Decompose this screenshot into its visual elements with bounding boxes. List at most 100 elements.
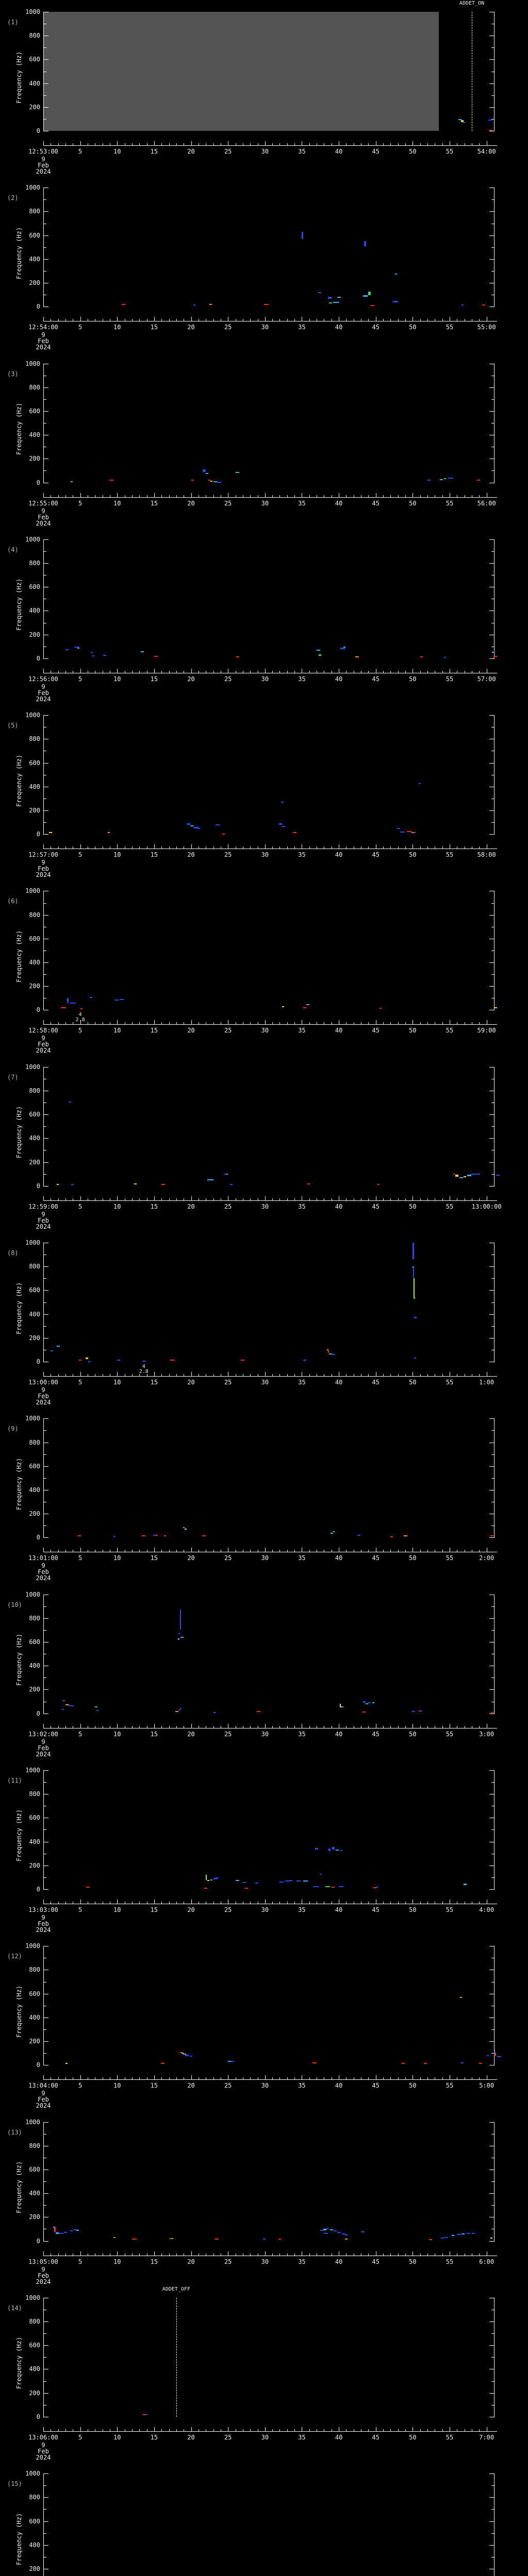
y-tick bbox=[44, 2041, 48, 2042]
detection-point bbox=[230, 1184, 233, 1185]
detection-point bbox=[339, 1704, 341, 1708]
x-tick bbox=[442, 1550, 443, 1552]
x-tick bbox=[272, 846, 273, 849]
x-tick-label: 15 bbox=[150, 1554, 158, 1562]
detection-point bbox=[186, 823, 191, 825]
x-tick bbox=[390, 1022, 391, 1025]
x-tick-label: 30 bbox=[261, 675, 269, 683]
x-tick bbox=[368, 2253, 369, 2256]
detection-point bbox=[121, 303, 126, 305]
date-label: 9 bbox=[41, 1562, 45, 1570]
detection-point bbox=[355, 656, 359, 658]
detection-point bbox=[56, 1346, 60, 1347]
detection-point bbox=[70, 2230, 73, 2231]
x-tick bbox=[479, 2253, 480, 2256]
y-tick-label: 0 bbox=[36, 1709, 40, 1717]
x-tick bbox=[139, 2077, 140, 2080]
x-tick-label: 25 bbox=[224, 1730, 232, 1738]
x-tick-label: 45 bbox=[372, 1027, 380, 1035]
detection-point bbox=[448, 478, 454, 479]
detection-point bbox=[61, 1007, 67, 1009]
y-tick bbox=[44, 118, 46, 120]
x-tick bbox=[309, 1725, 310, 1728]
x-tick bbox=[250, 2253, 251, 2256]
detection-point bbox=[180, 2052, 183, 2053]
x-tick bbox=[43, 493, 44, 497]
detection-point bbox=[183, 1527, 185, 1528]
x-tick bbox=[309, 2429, 310, 2431]
x-tick bbox=[176, 2077, 177, 2080]
detection-point bbox=[357, 1535, 360, 1536]
y-tick-label: 1000 bbox=[25, 1063, 40, 1071]
x-tick bbox=[265, 317, 266, 321]
x-tick bbox=[412, 2427, 414, 2431]
y-axis-title: Frequency (Hz) bbox=[15, 402, 23, 455]
detection-point bbox=[69, 1705, 74, 1706]
x-tick-label: 50 bbox=[409, 1554, 417, 1562]
x-tick-label: 20 bbox=[187, 1202, 195, 1210]
y-axis-left bbox=[43, 2297, 44, 2417]
y-tick-label: 800 bbox=[29, 1438, 40, 1446]
x-tick-label: 45 bbox=[372, 1379, 380, 1386]
x-tick-label: 35 bbox=[298, 2433, 306, 2441]
x-tick bbox=[43, 1723, 44, 1728]
x-tick-label: 20 bbox=[187, 2082, 195, 2090]
detection-point bbox=[236, 656, 239, 658]
x-end-label: 5:00 bbox=[479, 2082, 494, 2090]
date-label: Feb bbox=[38, 337, 49, 345]
x-tick bbox=[479, 2429, 480, 2431]
detection-point bbox=[414, 1317, 417, 1318]
x-tick bbox=[154, 317, 155, 321]
x-tick bbox=[479, 495, 480, 497]
y-tick bbox=[489, 834, 494, 835]
x-tick bbox=[383, 670, 384, 673]
y-tick bbox=[44, 2122, 48, 2123]
x-tick bbox=[139, 1725, 140, 1728]
detection-point bbox=[180, 1708, 182, 1709]
x-tick-label: 40 bbox=[335, 1202, 343, 1210]
detection-point bbox=[420, 1710, 423, 1712]
y-tick bbox=[44, 1466, 48, 1467]
x-tick bbox=[80, 1372, 81, 1377]
detection-point bbox=[336, 1849, 339, 1851]
x-tick-label: 40 bbox=[335, 1379, 343, 1386]
x-tick-label: 50 bbox=[409, 675, 417, 683]
detection-point bbox=[209, 303, 212, 306]
x-tick bbox=[390, 2077, 391, 2080]
x-tick-label: 35 bbox=[298, 1202, 306, 1210]
y-tick bbox=[44, 2241, 48, 2242]
x-start-label: 12:59:00 bbox=[28, 1202, 58, 1210]
detection-point bbox=[341, 1706, 343, 1707]
x-tick-label: 45 bbox=[372, 148, 380, 155]
x-tick bbox=[368, 1198, 369, 1200]
detection-point bbox=[70, 1002, 76, 1004]
y-tick bbox=[491, 247, 494, 248]
detection-point bbox=[327, 297, 332, 299]
x-tick bbox=[176, 1374, 177, 1377]
x-tick bbox=[58, 143, 59, 145]
y-tick bbox=[44, 399, 46, 400]
date-label: Feb bbox=[38, 1744, 49, 1752]
date-label: 2024 bbox=[36, 1047, 51, 1055]
x-tick-label: 40 bbox=[335, 324, 343, 331]
x-tick-label: 55 bbox=[446, 675, 454, 683]
y-tick-label: 200 bbox=[29, 1334, 40, 1342]
x-tick bbox=[412, 493, 414, 497]
x-tick bbox=[294, 1198, 295, 1200]
detection-point bbox=[222, 833, 225, 835]
y-tick bbox=[44, 2545, 48, 2546]
panel-number: (10) bbox=[7, 1601, 22, 1608]
y-tick-label: 800 bbox=[29, 1614, 40, 1622]
y-tick bbox=[44, 974, 46, 975]
x-tick bbox=[279, 846, 280, 849]
x-tick bbox=[43, 1548, 44, 1552]
y-axis-title: Frequency (Hz) bbox=[15, 1282, 23, 1334]
x-tick bbox=[117, 844, 118, 849]
detection-point bbox=[206, 1874, 207, 1880]
detection-point bbox=[114, 999, 119, 1001]
y-tick-label: 800 bbox=[29, 32, 40, 40]
detection-point bbox=[307, 1183, 310, 1185]
detection-point bbox=[413, 1297, 415, 1299]
date-label: Feb bbox=[38, 1216, 49, 1224]
x-tick-label: 30 bbox=[261, 851, 269, 859]
